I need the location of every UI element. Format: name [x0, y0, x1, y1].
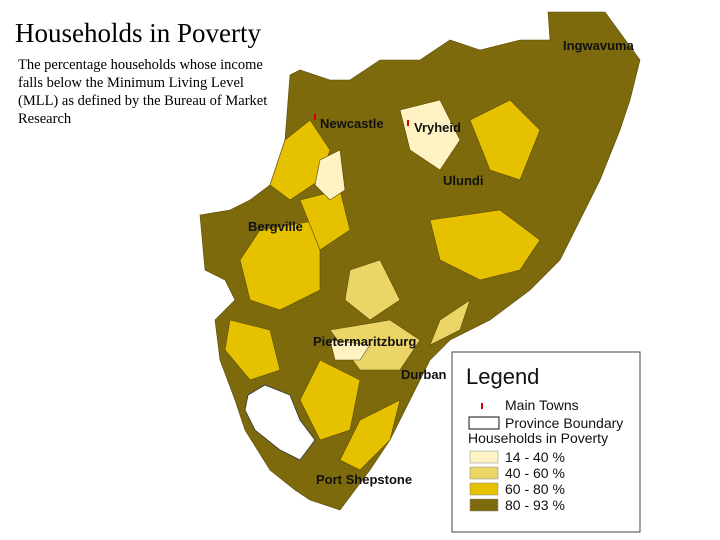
legend-label: Province Boundary: [505, 415, 623, 431]
description: The percentage households whose income f…: [18, 57, 268, 127]
legend-swatch: [469, 466, 499, 480]
region: [344, 259, 401, 321]
legend-label: 80 - 93 %: [505, 497, 565, 513]
legend-label: 60 - 80 %: [505, 481, 565, 497]
region: [299, 359, 361, 441]
town-label: Pietermaritzburg: [313, 334, 416, 349]
town-label: Ulundi: [443, 173, 483, 188]
legend-swatch: [469, 498, 499, 512]
town-dots: [314, 114, 409, 126]
legend-label: Main Towns: [505, 397, 579, 413]
legend-title: Legend: [466, 364, 539, 389]
legend-subtitle: Households in Poverty: [468, 430, 608, 446]
title: Households in Poverty: [15, 18, 261, 48]
town-label: Port Shepstone: [316, 472, 412, 487]
province: [199, 11, 641, 511]
lesotho: [244, 384, 316, 461]
boundary-symbol: [468, 416, 500, 430]
region: [429, 299, 471, 346]
town-label: Vryheid: [414, 120, 461, 135]
town-label: Ingwavuma: [563, 38, 635, 53]
region: [224, 319, 281, 381]
legend-label: 40 - 60 %: [505, 465, 565, 481]
town-label: Newcastle: [320, 116, 384, 131]
legend: Legend Main Towns Province Boundary Hous…: [451, 351, 641, 533]
region: [399, 99, 461, 171]
town-label: Durban: [401, 367, 447, 382]
town-label: Bergville: [248, 219, 303, 234]
region: [329, 339, 371, 361]
region: [339, 399, 401, 471]
region: [429, 209, 541, 281]
region: [469, 99, 541, 181]
region: [314, 149, 346, 201]
legend-swatch: [469, 482, 499, 496]
legend-swatch: [469, 450, 499, 464]
legend-label: 14 - 40 %: [505, 449, 565, 465]
